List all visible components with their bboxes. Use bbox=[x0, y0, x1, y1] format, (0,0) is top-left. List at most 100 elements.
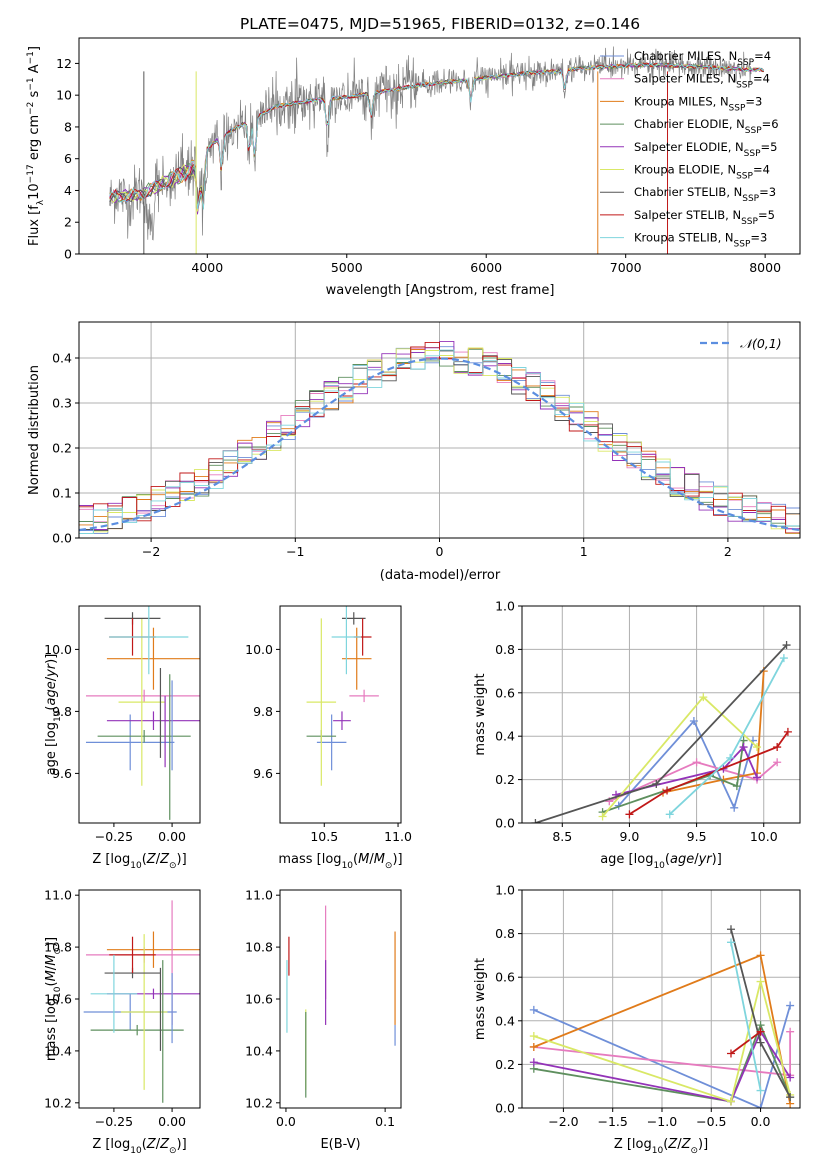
label-part: −17 bbox=[26, 164, 36, 183]
data-marker bbox=[726, 1097, 735, 1106]
data-marker bbox=[756, 1038, 765, 1047]
y-tick-label: 9.6 bbox=[253, 766, 273, 781]
label-part: / bbox=[44, 965, 59, 970]
label-part: M bbox=[358, 852, 369, 867]
x-tick-label: −2 bbox=[142, 544, 160, 559]
legend: 𝒩(0,1) bbox=[700, 336, 782, 351]
data-marker bbox=[783, 727, 792, 736]
label-part: ( bbox=[142, 1137, 147, 1152]
y-tick-label: 0.0 bbox=[495, 816, 515, 831]
label-part: Z bbox=[159, 852, 170, 867]
y-tick-label: 10.6 bbox=[245, 992, 273, 1007]
data-marker bbox=[753, 743, 762, 752]
y-tick-label: 10.2 bbox=[44, 1095, 72, 1110]
x-axis-label: mass [log10(M/M⊙)] bbox=[278, 852, 402, 871]
errorbar-chabrier-elodie bbox=[90, 1024, 184, 1036]
data-marker bbox=[652, 779, 661, 788]
label-part: 10 bbox=[130, 1146, 142, 1156]
data-marker bbox=[529, 1058, 538, 1067]
y-tick-label: 0.4 bbox=[52, 351, 72, 366]
label-part: Normed distribution bbox=[27, 365, 42, 495]
mass-weight-vs-metallicity-panel: −2.0 −1.5 −1.0 −0.5 0.0 0.0 0.2 0.4 0.6 0.8 1.0 Z [… bbox=[473, 883, 801, 1156]
y-tick-label: 0.2 bbox=[495, 1057, 515, 1072]
residual-histogram-kroupa-stelib bbox=[79, 349, 800, 534]
data-marker bbox=[786, 1027, 795, 1036]
y-tick-label: 0.0 bbox=[495, 1101, 515, 1116]
data-marker bbox=[529, 1005, 538, 1014]
x-tick-label: −1.5 bbox=[598, 1114, 628, 1129]
plot-area bbox=[109, 46, 765, 254]
y-tick-label: 0.4 bbox=[495, 729, 515, 744]
y-tick-label: 0.2 bbox=[495, 772, 515, 787]
label-part: E(B-V) bbox=[320, 1137, 360, 1152]
label-part: 10 bbox=[27, 183, 42, 200]
label-part: M bbox=[374, 852, 385, 867]
x-tick-label: −2.0 bbox=[548, 1114, 578, 1129]
label-part: s bbox=[27, 90, 42, 101]
y-axis-label: age [log10(age/yr)] bbox=[44, 654, 63, 776]
label-part: ( bbox=[142, 852, 147, 867]
data-marker bbox=[726, 938, 735, 947]
errorbar-salpeter-miles bbox=[85, 689, 200, 703]
x-tick-label: 0.00 bbox=[158, 1114, 186, 1129]
y-tick-label: 10 bbox=[56, 88, 72, 103]
series-chabrier-stelib bbox=[726, 925, 795, 1102]
data-marker bbox=[598, 812, 607, 821]
label-part: 10 bbox=[652, 1146, 664, 1156]
label-part: )] bbox=[177, 852, 187, 867]
legend-entry-salpeter-miles: Salpeter MILES, NSSP=4 bbox=[634, 72, 770, 91]
label-part: −2 bbox=[26, 102, 36, 115]
data-marker bbox=[756, 1104, 765, 1108]
data-marker bbox=[756, 1086, 765, 1095]
series-line bbox=[533, 1029, 791, 1103]
y-tick-label: 8 bbox=[64, 119, 72, 134]
x-tick-label: 6000 bbox=[470, 260, 502, 275]
residual-histogram-panel: −2 −1 0 1 2 0.0 0.1 0.2 0.3 0.4 (data-model)/error… bbox=[27, 321, 801, 583]
plot-area bbox=[529, 925, 795, 1108]
data-marker bbox=[756, 977, 765, 986]
axes-frame bbox=[78, 889, 201, 1109]
errorbar-salpeter-elodie bbox=[333, 711, 351, 730]
data-marker bbox=[779, 654, 788, 663]
legend-entry-salpeter-elodie: Salpeter ELODIE, NSSP=5 bbox=[634, 140, 777, 159]
series-chabrier-stelib bbox=[531, 641, 791, 823]
legend-entry-salpeter-stelib: Salpeter STELIB, NSSP=5 bbox=[634, 208, 775, 227]
series-line bbox=[608, 761, 778, 803]
x-axis-label: Z [log10(Z/Z⊙)] bbox=[92, 1137, 186, 1156]
data-marker bbox=[773, 758, 782, 767]
label-part: ( bbox=[663, 1137, 668, 1152]
series-chabrier-miles bbox=[529, 1001, 795, 1108]
axes-frame bbox=[279, 605, 402, 824]
label-part: Z bbox=[146, 852, 157, 867]
x-axis-label: (data-model)/error bbox=[380, 568, 501, 583]
y-axis-label: mass [log10(M/M⊙)] bbox=[44, 937, 63, 1061]
label-part: A bbox=[27, 64, 42, 77]
series-chabrier-miles bbox=[614, 717, 757, 812]
data-marker bbox=[732, 782, 741, 791]
label-part: / bbox=[369, 852, 374, 867]
label-part: Z [log bbox=[614, 1137, 652, 1152]
x-axis-label: Z [log10(Z/Z⊙)] bbox=[614, 1137, 708, 1156]
series-line bbox=[730, 1030, 762, 1055]
mass-vs-extinction-panel: 0.0 0.1 10.2 10.4 10.6 10.8 11.0 E(B-V) bbox=[245, 888, 402, 1152]
x-axis-label: wavelength [Angstrom, rest frame] bbox=[326, 283, 555, 298]
data-marker bbox=[529, 1032, 538, 1041]
data-marker bbox=[663, 786, 672, 795]
x-tick-label: −1.0 bbox=[647, 1114, 677, 1129]
axes-frame bbox=[521, 889, 801, 1109]
data-marker bbox=[625, 810, 634, 819]
series-kroupa-stelib bbox=[665, 654, 788, 819]
label-part: =5 bbox=[761, 140, 778, 154]
errorbar-kroupa-stelib bbox=[331, 606, 362, 675]
axes-frame bbox=[78, 605, 201, 824]
label-part: 10 bbox=[53, 986, 63, 998]
x-tick-label: 11.0 bbox=[384, 829, 412, 844]
label-part: ⊙ bbox=[169, 861, 177, 871]
label-part: Kroupa MILES, N bbox=[634, 94, 729, 108]
y-tick-label: 9.8 bbox=[52, 704, 72, 719]
legend-entry-kroupa-elodie: Kroupa ELODIE, NSSP=4 bbox=[634, 163, 770, 182]
label-part: =3 bbox=[759, 185, 776, 199]
y-tick-label: 0 bbox=[64, 247, 72, 262]
